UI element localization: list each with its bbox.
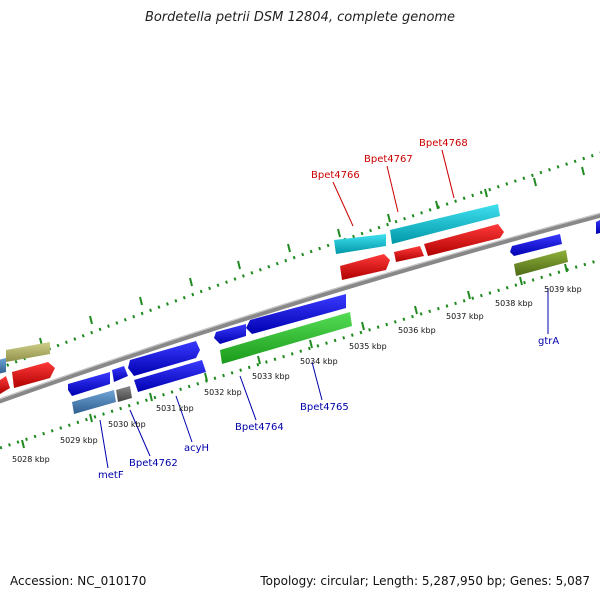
genome-summary-text: Topology: circular; Length: 5,287,950 bp… <box>260 574 590 588</box>
gene-label-Bpet4762[interactable]: Bpet4762 <box>129 458 178 469</box>
kbp-label: 5034 kbp <box>300 357 338 366</box>
feature-cyan-Bpet4766[interactable] <box>334 234 386 254</box>
gene-label-Bpet4766[interactable]: Bpet4766 <box>311 170 360 181</box>
feature-olive-gtrA[interactable] <box>514 250 568 276</box>
feature-blue-gtrA[interactable] <box>510 234 562 256</box>
gene-label-gtrA[interactable]: gtrA <box>538 336 559 347</box>
reverse-gene-labels: metF Bpet4762 acyH Bpet4764 Bpet4765 gtr… <box>98 336 559 481</box>
feature-red-edge[interactable] <box>0 376 10 394</box>
kbp-label: 5028 kbp <box>12 455 50 464</box>
accession-text: Accession: NC_010170 <box>10 574 147 588</box>
kbp-label: 5037 kbp <box>446 312 484 321</box>
feature-blue-Bpet4764[interactable] <box>246 294 346 334</box>
gene-label-metF[interactable]: metF <box>98 470 124 481</box>
kbp-label: 5031 kbp <box>156 404 194 413</box>
feature-red-forward[interactable] <box>12 362 55 388</box>
feature-steel-edge[interactable] <box>0 358 6 374</box>
kbp-label: 5033 kbp <box>252 372 290 381</box>
feature-khaki-forward[interactable] <box>6 342 50 362</box>
map-title: Bordetella petrii DSM 12804, complete ge… <box>144 10 456 25</box>
feature-red-Bpet4768[interactable] <box>424 224 504 256</box>
kbp-label: 5038 kbp <box>495 299 533 308</box>
feature-blue-small[interactable] <box>112 366 128 382</box>
gene-label-Bpet4765[interactable]: Bpet4765 <box>300 402 349 413</box>
feature-red-Bpet4766[interactable] <box>340 254 390 280</box>
feature-blue-reverse[interactable] <box>134 360 206 392</box>
kbp-label: 5039 kbp <box>544 285 582 294</box>
feature-red-small[interactable] <box>394 246 424 262</box>
kbp-label: 5030 kbp <box>108 420 146 429</box>
feature-cyan-Bpet4767-4768[interactable] <box>390 204 500 244</box>
kbp-label: 5029 kbp <box>60 436 98 445</box>
gene-label-Bpet4767[interactable]: Bpet4767 <box>364 154 413 165</box>
outer-features <box>0 204 600 396</box>
forward-gene-labels: Bpet4766 Bpet4767 Bpet4768 <box>311 138 468 181</box>
feature-green-Bpet4765[interactable] <box>220 312 352 364</box>
feature-gray-reverse[interactable] <box>116 386 132 402</box>
kbp-label: 5035 kbp <box>349 342 387 351</box>
feature-blue-acyH[interactable] <box>128 341 200 376</box>
genome-backbone-highlight <box>0 212 600 400</box>
gene-label-Bpet4768[interactable]: Bpet4768 <box>419 138 468 149</box>
genome-backbone <box>0 212 600 404</box>
feature-blue-edge[interactable] <box>596 218 600 234</box>
inner-features <box>72 250 568 414</box>
inner-scale-ticks <box>0 258 600 450</box>
major-ticks <box>21 166 585 449</box>
feature-blue-metF[interactable] <box>68 372 110 396</box>
kbp-label: 5036 kbp <box>398 326 436 335</box>
feature-steel-reverse[interactable] <box>72 390 116 414</box>
gene-label-acyH[interactable]: acyH <box>184 443 209 454</box>
label-leaders <box>99 149 549 469</box>
gene-label-Bpet4764[interactable]: Bpet4764 <box>235 422 284 433</box>
feature-blue-small-2[interactable] <box>214 324 246 344</box>
kbp-labels: 5028 kbp 5029 kbp 5030 kbp 5031 kbp 5032… <box>12 285 582 464</box>
kbp-label: 5032 kbp <box>204 388 242 397</box>
